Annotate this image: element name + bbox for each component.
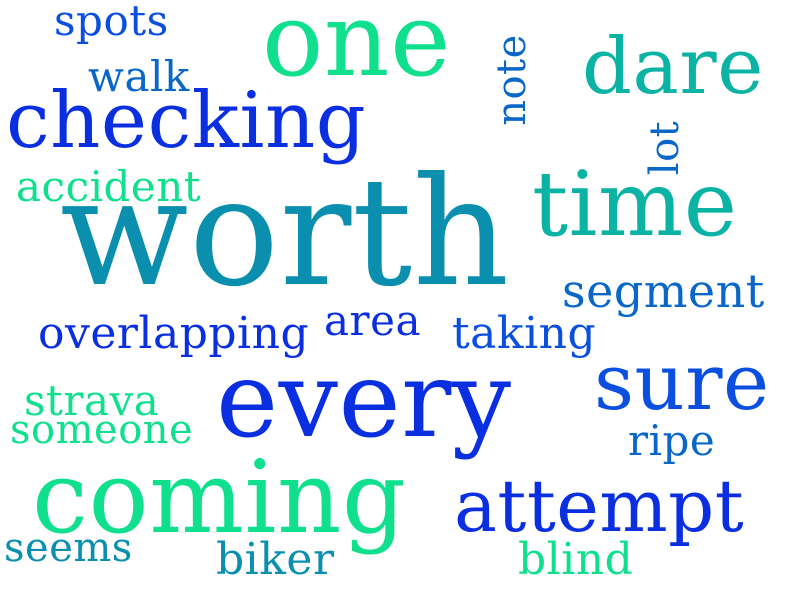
word-area: area [324,296,422,345]
word-overlapping: overlapping [38,308,310,359]
word-segment: segment [562,264,765,318]
word-someone: someone [10,407,194,453]
word-every: every [216,339,512,461]
word-blind: blind [518,534,634,585]
word-time: time [532,152,738,257]
word-dare: dare [582,22,764,112]
word-spots: spots [54,0,169,45]
word-taking: taking [452,308,597,359]
word-coming: coming [32,439,407,556]
word-worth: worth [60,146,510,320]
word-sure: sure [594,338,770,428]
word-one: one [262,0,451,100]
word-note: note [488,34,535,126]
word-biker: biker [216,534,335,585]
word-lot: lot [642,120,689,176]
word-attempt: attempt [454,464,745,548]
word-walk: walk [88,52,190,101]
word-accident: accident [16,162,202,211]
word-seems: seems [4,525,133,571]
word-ripe: ripe [628,416,716,465]
word-strava: strava [24,376,160,425]
word-checking: checking [6,76,367,166]
